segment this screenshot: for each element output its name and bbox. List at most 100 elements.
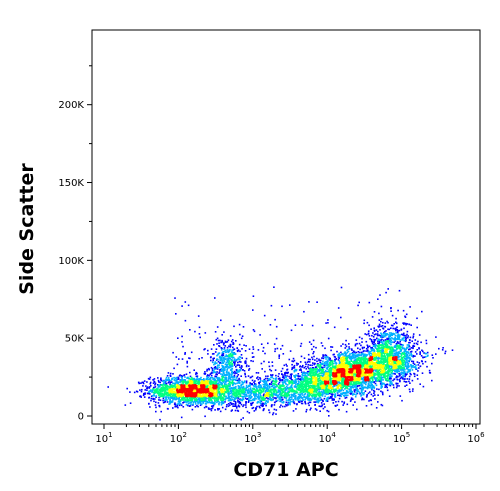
data-point (235, 394, 238, 396)
data-point (291, 380, 293, 382)
data-point (259, 389, 261, 392)
data-point (390, 377, 392, 380)
data-point (240, 389, 242, 392)
data-point (278, 354, 281, 356)
data-point (394, 339, 396, 342)
data-point (374, 377, 376, 380)
data-point (225, 374, 228, 376)
data-point (293, 366, 295, 368)
data-point (371, 349, 373, 351)
data-point (329, 390, 331, 392)
data-point (335, 361, 337, 364)
data-point (244, 350, 247, 352)
data-point (360, 394, 363, 396)
data-point (353, 353, 355, 356)
data-point (395, 353, 397, 356)
data-point (408, 359, 410, 362)
data-point (228, 366, 231, 369)
data-point (357, 351, 360, 353)
data-point (328, 415, 330, 417)
data-point (282, 374, 284, 376)
data-point (255, 372, 258, 374)
data-point (172, 373, 174, 375)
data-point (174, 405, 177, 408)
data-point (212, 357, 214, 360)
data-point (254, 394, 256, 396)
data-point (237, 358, 240, 360)
data-point (405, 361, 407, 363)
data-point (393, 338, 395, 341)
data-point (255, 386, 257, 388)
data-point (343, 355, 346, 357)
data-point (168, 401, 171, 403)
data-point (234, 358, 236, 360)
data-point (126, 387, 128, 390)
data-point (367, 358, 369, 360)
data-point (244, 395, 246, 398)
data-point (227, 405, 230, 407)
data-point (328, 362, 331, 364)
data-point (419, 365, 422, 368)
data-point (162, 399, 164, 402)
data-point (364, 381, 367, 383)
data-point (227, 366, 229, 368)
data-point (226, 384, 228, 387)
data-point (357, 363, 360, 365)
data-point (227, 377, 230, 380)
data-point (252, 391, 255, 393)
data-point (330, 379, 332, 382)
data-point (155, 401, 157, 404)
data-point (290, 379, 293, 381)
data-point (161, 393, 164, 395)
data-point (234, 398, 236, 400)
data-point (238, 392, 240, 394)
data-point (337, 390, 340, 392)
data-point (385, 291, 387, 294)
data-point (397, 342, 400, 344)
data-point (345, 357, 348, 360)
data-point (228, 355, 230, 357)
data-point (404, 375, 406, 378)
data-point (227, 351, 230, 354)
data-point (224, 365, 227, 368)
data-point (212, 405, 214, 407)
data-point (224, 398, 227, 400)
data-point (369, 338, 371, 340)
data-point (224, 385, 226, 388)
data-point (305, 384, 308, 386)
data-point (368, 335, 371, 337)
data-point (183, 397, 185, 399)
data-point (388, 332, 391, 334)
data-point (411, 366, 414, 368)
data-point (228, 375, 231, 377)
data-point (284, 372, 286, 374)
data-point (321, 399, 324, 402)
data-point (278, 390, 280, 393)
data-point (323, 397, 326, 400)
data-point (186, 396, 188, 399)
data-point (235, 358, 238, 361)
data-point (390, 368, 392, 370)
data-point (314, 397, 316, 399)
data-point (174, 404, 177, 406)
data-point (197, 315, 200, 317)
data-point (198, 333, 201, 335)
data-point (294, 386, 297, 388)
data-point (173, 379, 176, 381)
data-point (269, 383, 271, 385)
data-point (222, 401, 224, 403)
data-point (179, 381, 181, 383)
data-point (278, 381, 281, 384)
data-point (245, 388, 247, 390)
data-point (267, 386, 269, 388)
data-point (210, 356, 212, 358)
data-point (365, 355, 368, 357)
data-point (255, 393, 257, 395)
data-point (385, 342, 387, 345)
data-point (398, 370, 401, 373)
data-point (384, 386, 386, 388)
data-point (359, 393, 361, 395)
data-point (408, 380, 410, 383)
data-point (347, 391, 350, 394)
data-point (238, 385, 240, 388)
